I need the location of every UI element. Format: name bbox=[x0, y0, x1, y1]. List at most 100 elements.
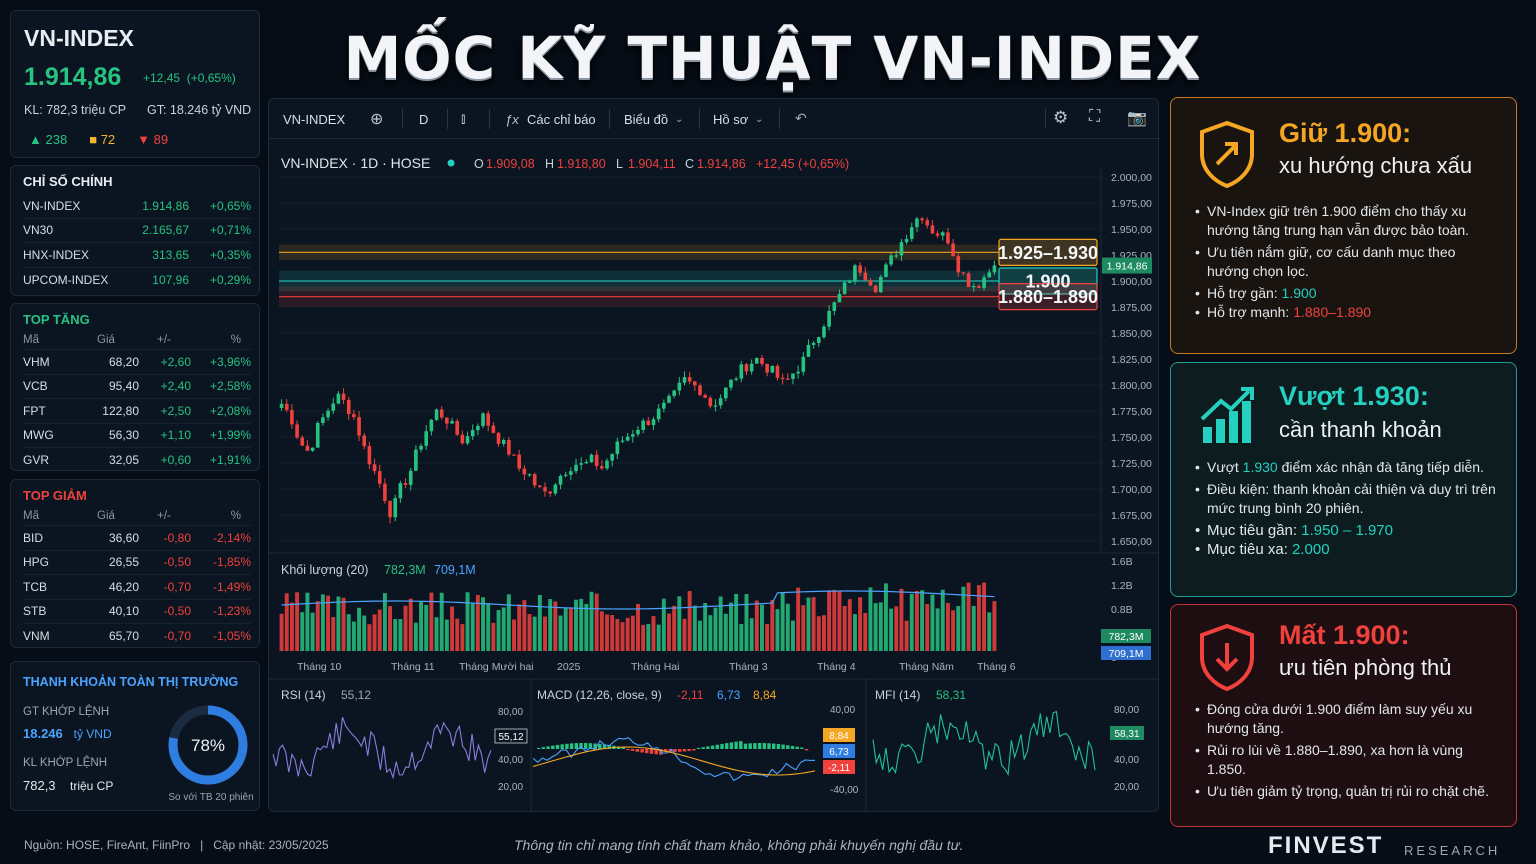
volume-bar bbox=[584, 603, 589, 651]
macd-hist-bar bbox=[546, 746, 550, 749]
candle-body bbox=[300, 437, 305, 446]
volume-bar bbox=[656, 624, 661, 651]
loser-row[interactable]: HPG 26,55 -0,50 -1,85% bbox=[23, 551, 251, 575]
interval-selector[interactable]: D bbox=[419, 112, 429, 127]
gainer-row[interactable]: VHM 68,20 +2,60 +3,96% bbox=[23, 350, 251, 375]
volume-bar bbox=[925, 604, 930, 651]
volume-bar bbox=[522, 600, 527, 651]
candle-body bbox=[662, 402, 666, 409]
rsi-y-tick: 80,00 bbox=[498, 707, 523, 718]
candle-body bbox=[589, 454, 594, 463]
volume-bar bbox=[599, 611, 604, 651]
index-value: 1.914,86 bbox=[142, 198, 189, 213]
candle-style-icon[interactable]: ⫾ bbox=[461, 110, 466, 126]
y-tick-label: 1.675,00 bbox=[1111, 510, 1152, 522]
undo-icon[interactable]: ↶ bbox=[795, 110, 807, 126]
card-break-bullets: Vượt 1.930 điểm xác nhận đà tăng tiếp di… bbox=[1195, 458, 1500, 562]
gainer-row[interactable]: FPT 122,80 +2,50 +2,08% bbox=[23, 399, 251, 424]
candle-body bbox=[791, 373, 795, 380]
macd-hist-bar bbox=[800, 747, 804, 749]
candle-body bbox=[522, 468, 527, 475]
toolbar-divider bbox=[489, 109, 490, 129]
loser-row[interactable]: STB 40,10 -0,50 -1,23% bbox=[23, 600, 251, 624]
kl-unit: triệu CP bbox=[70, 779, 114, 793]
gainer-row[interactable]: VCB 95,40 +2,40 +2,58% bbox=[23, 375, 251, 399]
volume-bar bbox=[945, 602, 950, 651]
gt-value: 18.246 bbox=[23, 726, 63, 741]
macd-hist-bar bbox=[701, 747, 705, 749]
live-dot-icon bbox=[447, 159, 455, 167]
volume-bar bbox=[811, 597, 816, 651]
candlestick-chart[interactable]: VN-INDEX · 1D · HOSE O 1.909,08 H 1.918,80 L 1… bbox=[269, 139, 1158, 811]
index-name: HNX-INDEX bbox=[23, 247, 90, 262]
symbol-selector[interactable]: VN-INDEX bbox=[283, 112, 346, 127]
candle-body bbox=[481, 413, 485, 426]
chevron-down-icon: ⌄ bbox=[755, 114, 764, 125]
volume-bar bbox=[558, 615, 563, 651]
zone-label: 1.900 bbox=[1025, 272, 1070, 292]
fullscreen-icon[interactable]: ⛶ bbox=[1089, 108, 1101, 125]
volume-bar bbox=[310, 612, 315, 651]
indicators-button[interactable]: Các chỉ báo bbox=[527, 112, 596, 127]
volume-bar bbox=[491, 622, 496, 651]
stock-pct: +3,96% bbox=[209, 354, 251, 369]
camera-icon[interactable]: 📷 bbox=[1127, 110, 1147, 127]
candle-body bbox=[538, 485, 542, 488]
stock-price: 32,05 bbox=[108, 453, 139, 468]
y-tick-label: 2.000,00 bbox=[1111, 172, 1152, 184]
index-row[interactable]: VN-INDEX 1.914,86 +0,65% bbox=[23, 194, 251, 219]
candle-body bbox=[279, 403, 284, 408]
gt-label: GT KHỚP LỆNH bbox=[23, 706, 110, 718]
candle-body bbox=[796, 371, 800, 374]
chart-type-menu[interactable]: Biểu đồ bbox=[624, 112, 669, 127]
toolbar-divider bbox=[779, 109, 780, 129]
bullet-label: Hỗ trợ gần: bbox=[1207, 285, 1278, 301]
volume-bar bbox=[796, 587, 801, 651]
stock-code: BID bbox=[23, 530, 44, 545]
bullet: VN-Index giữ trên 1.900 điểm cho thấy xu… bbox=[1195, 202, 1500, 240]
toolbar-divider bbox=[699, 109, 700, 129]
loser-row[interactable]: BID 36,60 -0,80 -2,14% bbox=[23, 526, 251, 551]
volume-bar bbox=[641, 624, 646, 651]
indicators-icon[interactable]: ƒx bbox=[505, 112, 519, 127]
mfi-y-tick: 20,00 bbox=[1114, 782, 1139, 793]
profile-menu[interactable]: Hồ sơ bbox=[713, 112, 749, 127]
volume-bar bbox=[920, 590, 925, 651]
candle-body bbox=[749, 363, 754, 372]
chevron-down-icon: ⌄ bbox=[675, 114, 684, 125]
macd-tag bbox=[823, 728, 855, 742]
gainer-row[interactable]: MWG 56,30 +1,10 +1,99% bbox=[23, 424, 251, 448]
loser-row[interactable]: VNM 65,70 -0,70 -1,05% bbox=[23, 624, 251, 649]
add-symbol-icon[interactable]: ⊕ bbox=[370, 111, 384, 128]
settings-gear-icon[interactable]: ⚙ bbox=[1053, 108, 1069, 127]
triangle-up-icon: ▲ bbox=[29, 132, 42, 147]
index-row[interactable]: UPCOM-INDEX 107,96 +0,29% bbox=[23, 268, 251, 293]
volume-bar bbox=[434, 617, 439, 651]
index-name: VN-INDEX bbox=[23, 198, 81, 213]
rsi-tag-label: 55,12 bbox=[498, 732, 523, 743]
loser-row[interactable]: TCB 46,20 -0,70 -1,49% bbox=[23, 575, 251, 600]
triangle-down-icon: ▼ bbox=[137, 132, 151, 147]
mfi-value: 58,31 bbox=[936, 688, 966, 702]
card-lose-subtitle: ưu tiên phòng thủ bbox=[1279, 655, 1452, 680]
volume-bar bbox=[651, 616, 656, 651]
candle-body bbox=[946, 232, 950, 244]
bullet: Điều kiện: thanh khoản cải thiện và duy … bbox=[1195, 480, 1500, 518]
footer-divider: | bbox=[200, 838, 204, 852]
gainer-row[interactable]: GVR 32,05 +0,60 +1,91% bbox=[23, 448, 251, 473]
volume-bar bbox=[878, 602, 883, 651]
index-row[interactable]: HNX-INDEX 313,65 +0,35% bbox=[23, 243, 251, 268]
volume-bar bbox=[987, 612, 992, 651]
candle-body bbox=[744, 364, 749, 372]
macd-hist-bar bbox=[607, 745, 611, 749]
stock-code: VHM bbox=[23, 354, 50, 369]
square-icon: ■ bbox=[89, 132, 98, 147]
advancers: ▲ 238 bbox=[29, 132, 67, 147]
index-row[interactable]: VN30 2.165,67 +0,71% bbox=[23, 219, 251, 243]
candle-body bbox=[837, 293, 842, 303]
col-pct: % bbox=[230, 333, 241, 346]
card-break-title: Vượt 1.930: bbox=[1279, 381, 1429, 411]
gainers-title: TOP TĂNG bbox=[23, 312, 90, 327]
card-hold-bullets: VN-Index giữ trên 1.900 điểm cho thấy xu… bbox=[1195, 202, 1500, 325]
mfi-tag bbox=[1110, 726, 1144, 740]
